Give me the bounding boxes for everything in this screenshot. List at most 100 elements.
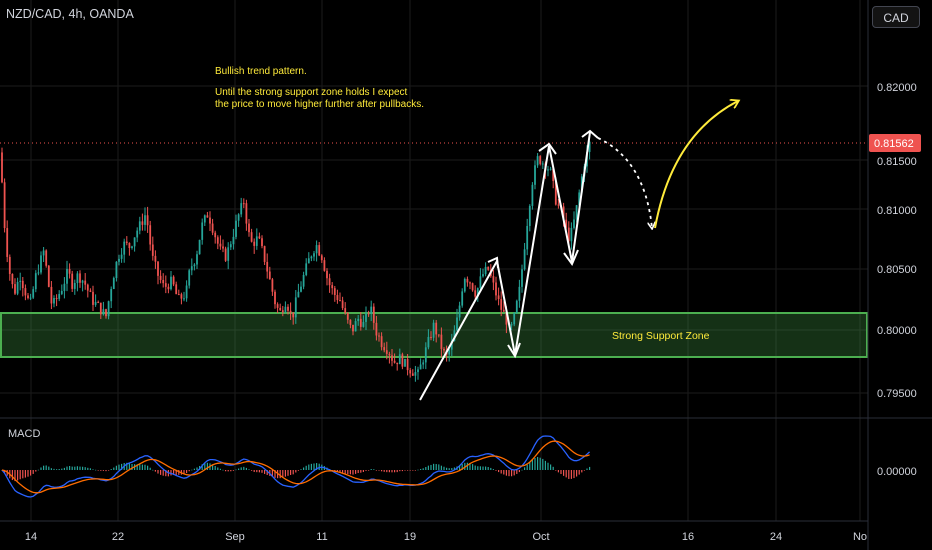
macd-histogram-bar — [19, 470, 21, 480]
macd-histogram-bar — [542, 458, 544, 470]
candle-body — [430, 336, 432, 338]
macd-histogram-bar — [245, 467, 247, 470]
macd-histogram-bar — [438, 464, 440, 470]
candle-body — [214, 232, 217, 238]
candle-body — [414, 372, 417, 376]
macd-histogram-bar — [534, 457, 536, 470]
candle-body — [16, 281, 19, 294]
candle-body — [242, 203, 245, 205]
macd-line — [1, 435, 591, 498]
candle-body — [562, 206, 565, 220]
candle-body — [118, 258, 120, 262]
macd-histogram-bar — [466, 462, 468, 470]
candle-body — [367, 313, 370, 315]
time-tick-24: 24 — [770, 531, 782, 543]
price-axis[interactable]: 0.82000 0.81500 0.81000 0.80500 0.80000 … — [877, 82, 917, 478]
macd-histogram-bar — [417, 469, 419, 471]
candle-body — [378, 335, 380, 337]
candle-body — [411, 373, 414, 376]
candle-body — [458, 305, 461, 318]
time-tick-oct: Oct — [532, 531, 549, 543]
macd-histogram-bar — [240, 467, 242, 470]
macd-histogram-bar — [407, 470, 409, 471]
candle-body — [479, 276, 482, 289]
candle-body — [531, 184, 534, 206]
macd-histogram-bar — [193, 468, 195, 470]
macd-histogram-bar — [243, 466, 245, 470]
macd-histogram-bar — [147, 465, 149, 470]
candle-body — [81, 280, 84, 283]
candle-body — [443, 348, 445, 351]
time-axis[interactable]: 14 22 Sep 11 19 Oct 16 24 No — [25, 531, 867, 543]
macd-histogram-bar — [178, 470, 180, 475]
macd-histogram-bar — [503, 470, 505, 475]
candle-body — [271, 279, 274, 292]
macd-label[interactable]: MACD — [8, 428, 41, 440]
candle-body — [427, 336, 430, 348]
candle-body — [471, 283, 474, 291]
candle-body — [469, 282, 471, 284]
macd-histogram-bar — [490, 467, 492, 470]
macd-histogram-bar — [511, 470, 513, 477]
macd-histogram-bar — [430, 464, 432, 470]
macd-histogram-bar — [344, 470, 346, 474]
pattern-arrowhead-4 — [563, 249, 579, 267]
candle-body — [448, 349, 451, 355]
macd-histogram-bar — [165, 470, 167, 477]
candle-body — [198, 239, 201, 255]
macd-histogram-bar — [118, 464, 120, 470]
signal-line — [1, 440, 590, 494]
macd-histogram-bar — [258, 470, 260, 473]
candle-body — [99, 302, 102, 315]
candle-body — [318, 245, 321, 256]
pattern-arrowhead-1 — [487, 256, 499, 269]
time-tick-11: 11 — [316, 531, 327, 543]
macd-histogram-bar — [453, 467, 455, 470]
candle-body — [370, 306, 373, 314]
macd-histogram-bar — [279, 470, 281, 479]
candle-body — [388, 353, 391, 356]
macd-histogram-bar — [196, 467, 198, 470]
macd-tick: 0.00000 — [877, 466, 917, 478]
macd-histogram-bar — [573, 470, 575, 479]
candle-body — [294, 297, 297, 318]
macd-histogram-bar — [529, 462, 531, 470]
candle-body — [261, 238, 263, 247]
grid-lines — [0, 0, 868, 521]
candle-body — [297, 291, 300, 298]
macd-histogram-bar — [565, 470, 567, 478]
candle-body — [279, 307, 282, 311]
candle-body — [300, 286, 302, 292]
candle-body — [144, 215, 146, 225]
macd-histogram-bar — [27, 470, 29, 477]
macd-histogram-bar — [48, 466, 50, 470]
macd-lines — [1, 435, 591, 498]
candle-body — [320, 255, 323, 261]
macd-histogram-bar — [487, 467, 489, 470]
candle-body — [287, 306, 289, 311]
macd-histogram-bar — [79, 466, 81, 470]
candle-body — [237, 214, 240, 221]
macd-histogram-bar — [391, 470, 393, 473]
candle-body — [461, 291, 464, 306]
macd-histogram-bar — [459, 465, 461, 470]
macd-histogram-bar — [357, 470, 359, 474]
macd-histogram-bar — [188, 470, 190, 472]
price-tick-0.81000: 0.81000 — [877, 205, 917, 217]
candle-body — [250, 232, 253, 242]
candle-body — [183, 298, 185, 300]
symbol-title[interactable]: NZD/CAD, 4h, OANDA — [6, 7, 134, 21]
candle-body — [8, 256, 11, 274]
macd-histogram-bar — [30, 470, 32, 476]
macd-histogram-bar — [492, 469, 494, 470]
candle-body — [133, 237, 136, 247]
candle-body — [453, 330, 456, 342]
candle-body — [94, 301, 97, 305]
candle-body — [474, 290, 477, 297]
candle-body — [255, 236, 258, 246]
currency-button[interactable]: CAD — [872, 6, 920, 28]
macd-histogram-bar — [97, 470, 99, 471]
candle-body — [11, 273, 14, 285]
candle-body — [14, 284, 16, 294]
